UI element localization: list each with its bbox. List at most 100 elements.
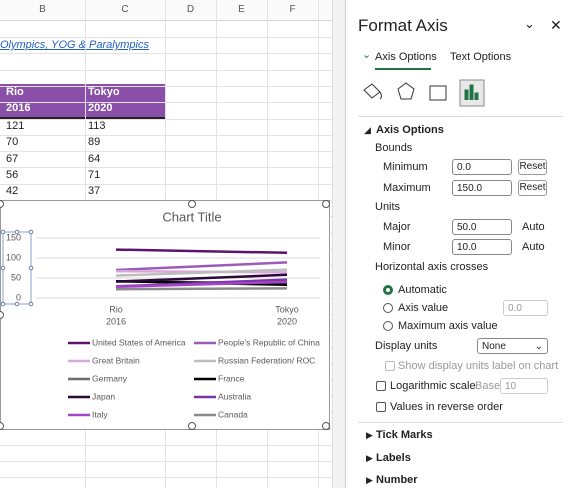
section-title[interactable]: Axis Options <box>376 124 444 136</box>
selection-handle[interactable] <box>188 422 196 430</box>
selection-handle[interactable] <box>188 200 196 208</box>
series-line[interactable] <box>115 280 288 289</box>
text-input[interactable]: 50.0 <box>452 219 512 235</box>
checkbox[interactable] <box>376 402 386 412</box>
table-cell[interactable]: 64 <box>88 152 101 165</box>
chart-title[interactable]: Chart Title <box>162 209 221 224</box>
group-label: Units <box>375 201 401 213</box>
effects-icon[interactable] <box>397 82 415 100</box>
size-icon[interactable] <box>429 85 447 101</box>
legend-label[interactable]: Japan <box>92 391 115 401</box>
checkbox[interactable] <box>385 361 395 371</box>
checkbox-label[interactable]: Show display units label on chart <box>398 360 559 372</box>
row-line <box>0 102 332 104</box>
row-line <box>0 460 332 462</box>
expander[interactable]: ◢ <box>364 125 371 135</box>
series-line[interactable] <box>115 273 288 283</box>
selection-handle[interactable] <box>0 200 4 208</box>
expander[interactable]: ▶ <box>366 452 373 463</box>
chart[interactable]: Chart Title 0 50 100 150 Rio 2016 Tokyo 2020 Uni… <box>0 200 330 430</box>
legend-label[interactable]: Russian Federation/ ROC <box>218 355 315 365</box>
series-line[interactable] <box>115 268 288 277</box>
axis-handle <box>0 265 6 271</box>
series-line[interactable] <box>115 287 288 291</box>
table-cell[interactable]: 113 <box>88 120 106 132</box>
x-tick-label: 2016 <box>106 316 126 326</box>
y-tick-label: 150 <box>6 232 21 242</box>
selection-handle[interactable] <box>322 200 330 208</box>
auto-button[interactable]: Auto <box>522 241 545 253</box>
radio-label[interactable]: Automatic <box>398 284 447 296</box>
checkbox-label[interactable]: Values in reverse order <box>390 401 503 413</box>
row-line <box>0 151 332 153</box>
tab[interactable]: Text Options <box>450 51 512 63</box>
reset-button[interactable]: Reset <box>518 159 547 175</box>
radio-label[interactable]: Maximum axis value <box>398 320 498 332</box>
selection-handle[interactable] <box>322 422 330 430</box>
chart-area <box>0 200 330 430</box>
text-input[interactable]: 10.0 <box>452 239 512 255</box>
radio[interactable] <box>383 303 393 313</box>
legend-label[interactable]: France <box>218 373 245 383</box>
checkbox[interactable] <box>376 381 386 391</box>
section-title[interactable]: Number <box>376 474 418 486</box>
legend-label[interactable]: Italy <box>92 409 108 419</box>
selection-handle[interactable] <box>0 311 4 319</box>
column-header[interactable]: E <box>238 4 245 15</box>
radio-checked[interactable] <box>383 285 393 295</box>
column-header[interactable]: D <box>186 4 195 15</box>
section-title[interactable]: Tick Marks <box>376 429 433 441</box>
row-line <box>0 85 332 87</box>
expander[interactable]: ▶ <box>366 475 373 485</box>
legend-label[interactable]: People's Republic of China <box>218 337 320 347</box>
legend-label[interactable]: United States of America <box>92 337 186 347</box>
hyperlink[interactable]: Olympics, YOG & Paralympics <box>0 39 149 51</box>
scrollbar[interactable] <box>332 0 346 488</box>
legend-label[interactable]: Australia <box>218 391 251 401</box>
text-input[interactable]: 0.0 <box>452 159 512 175</box>
checkbox-label[interactable]: Logarithmic scale <box>390 380 476 392</box>
close-button[interactable]: ✕ <box>550 17 562 33</box>
collapse-button[interactable]: ⌄ <box>524 16 535 31</box>
fill-icon[interactable] <box>363 83 382 100</box>
auto-button[interactable]: Auto <box>522 221 545 233</box>
pane-icons <box>363 79 485 107</box>
selection-handle[interactable] <box>0 422 4 430</box>
text-input[interactable]: 0.0 <box>503 300 548 316</box>
text-input[interactable]: 150.0 <box>452 180 512 196</box>
table-cell[interactable]: 89 <box>88 136 101 149</box>
row-line <box>0 477 332 479</box>
row-line <box>0 53 332 55</box>
section-title[interactable]: Labels <box>376 451 411 464</box>
legend-label[interactable]: Great Britain <box>92 355 140 365</box>
radio-label[interactable]: Axis value <box>398 302 449 314</box>
radio[interactable] <box>383 321 393 331</box>
row-line <box>0 118 332 120</box>
divider <box>358 116 563 117</box>
reset-button[interactable]: Reset <box>518 180 547 196</box>
table-cell[interactable]: 67 <box>6 152 19 165</box>
table-cell[interactable]: 71 <box>88 168 101 181</box>
dropdown[interactable]: None ⌄ <box>477 338 548 354</box>
table-cell[interactable]: 56 <box>6 168 19 181</box>
x-tick-label: 2020 <box>277 316 297 326</box>
y-tick-label: 100 <box>6 252 21 262</box>
table-header-cell: 2020 <box>88 102 113 114</box>
field-label: Display units <box>375 340 438 352</box>
row-line <box>0 134 332 136</box>
field-label: Maximum <box>383 182 431 194</box>
tab[interactable]: Axis Options <box>375 51 437 63</box>
table-cell[interactable]: 42 <box>6 185 19 198</box>
column-header[interactable]: F <box>289 4 296 15</box>
expander[interactable]: ▶ <box>366 430 373 440</box>
legend-label[interactable]: Canada <box>218 409 248 419</box>
column-header[interactable]: C <box>121 4 129 15</box>
column-header[interactable]: B <box>39 4 46 15</box>
table-cell[interactable]: 70 <box>6 136 19 149</box>
legend-label[interactable]: Germany <box>92 373 128 383</box>
series-line[interactable] <box>115 248 288 255</box>
table-cell[interactable]: 121 <box>6 120 25 132</box>
text-input[interactable]: 10 <box>500 378 548 394</box>
series-line[interactable] <box>115 261 288 272</box>
table-cell[interactable]: 37 <box>88 185 101 198</box>
